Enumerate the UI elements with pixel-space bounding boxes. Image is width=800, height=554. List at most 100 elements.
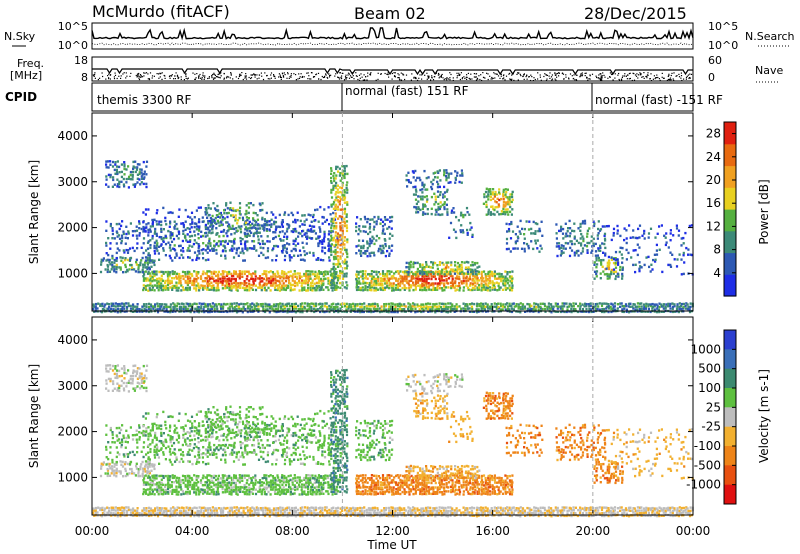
power-cell xyxy=(660,305,664,308)
power-cell xyxy=(297,231,300,235)
power-cell xyxy=(448,236,451,239)
power-cell xyxy=(512,308,515,311)
power-cell xyxy=(212,286,216,290)
power-cell xyxy=(131,268,134,271)
power-cell xyxy=(115,165,119,168)
power-cell xyxy=(647,307,650,311)
power-cell xyxy=(491,280,494,283)
power-cell xyxy=(173,284,176,288)
power-cell xyxy=(392,284,395,287)
power-cell xyxy=(113,237,116,240)
power-cell xyxy=(239,206,242,209)
power-cell xyxy=(332,265,335,268)
power-cell xyxy=(328,259,331,262)
nave-dot xyxy=(248,76,250,79)
power-cell xyxy=(379,288,383,291)
power-cell xyxy=(491,272,494,276)
power-cell xyxy=(377,247,381,251)
power-cell xyxy=(373,289,376,292)
power-cell xyxy=(287,223,290,227)
power-cell xyxy=(472,282,475,285)
power-cell xyxy=(379,287,382,290)
power-cell xyxy=(120,241,123,245)
power-cell xyxy=(496,205,499,209)
power-cell xyxy=(414,261,417,265)
power-cell xyxy=(216,204,219,208)
power-cell xyxy=(208,310,211,314)
power-cell xyxy=(336,255,339,258)
power-cell xyxy=(257,238,260,241)
nave-dot xyxy=(367,72,369,74)
power-cell xyxy=(334,231,337,234)
power-cell xyxy=(252,234,255,238)
power-cell xyxy=(181,270,185,274)
power-cell xyxy=(669,239,672,242)
power-cell xyxy=(292,230,295,234)
power-cell xyxy=(333,286,336,290)
power-cell xyxy=(324,220,327,223)
power-cell xyxy=(460,266,464,269)
power-cell xyxy=(171,259,174,262)
power-cell xyxy=(211,214,214,218)
power-cell xyxy=(274,235,277,239)
power-cell xyxy=(174,224,177,227)
nave-dot xyxy=(218,73,220,75)
power-cell xyxy=(690,224,693,227)
power-cell xyxy=(145,165,148,168)
power-cell xyxy=(534,222,537,225)
power-cell xyxy=(454,280,457,283)
nave-dot xyxy=(607,77,609,79)
power-cell xyxy=(246,289,249,292)
power-cell xyxy=(208,284,211,287)
power-cell xyxy=(330,220,333,223)
nave-dot xyxy=(169,75,171,77)
power-cell xyxy=(523,247,526,251)
nave-dot xyxy=(653,75,655,77)
power-cell xyxy=(464,213,467,217)
power-cell xyxy=(532,232,535,235)
nave-dot xyxy=(261,75,263,77)
power-cell xyxy=(612,270,615,274)
power-cell xyxy=(265,223,269,227)
power-cell xyxy=(392,274,395,278)
power-cell xyxy=(255,232,258,235)
power-cell xyxy=(586,235,589,238)
power-cell xyxy=(495,281,498,284)
power-cell xyxy=(249,308,252,311)
power-cell xyxy=(202,308,205,311)
nave-dot xyxy=(633,73,635,75)
power-cell xyxy=(506,305,510,308)
nave-dot xyxy=(499,73,501,75)
power-cell xyxy=(317,303,320,306)
nave-dot xyxy=(554,74,556,76)
power-cell xyxy=(650,263,653,266)
power-cell xyxy=(443,286,446,289)
power-cell xyxy=(446,198,449,201)
power-cell xyxy=(274,307,278,311)
power-cell xyxy=(332,272,336,275)
power-cell xyxy=(186,270,189,274)
power-cell xyxy=(396,303,399,306)
nave-dot xyxy=(139,76,141,78)
power-cell xyxy=(288,310,291,313)
nave-dot xyxy=(427,76,429,78)
power-cell xyxy=(120,259,123,262)
power-cell xyxy=(530,307,533,311)
power-cell xyxy=(348,305,351,308)
power-cell xyxy=(507,227,511,231)
nave-dot xyxy=(250,77,252,80)
power-cell xyxy=(129,173,132,177)
power-cell xyxy=(465,260,468,264)
nave-dot xyxy=(239,75,241,77)
power-cell xyxy=(514,233,517,236)
power-cell xyxy=(355,252,358,255)
power-cell xyxy=(335,284,338,287)
power-cell xyxy=(424,271,428,274)
nave-dot xyxy=(558,72,560,74)
power-cell xyxy=(188,288,191,291)
power-cell xyxy=(306,302,309,305)
nave-dot xyxy=(361,76,363,78)
power-cell xyxy=(488,274,491,278)
power-cell xyxy=(559,229,562,233)
power-cell xyxy=(246,302,249,305)
